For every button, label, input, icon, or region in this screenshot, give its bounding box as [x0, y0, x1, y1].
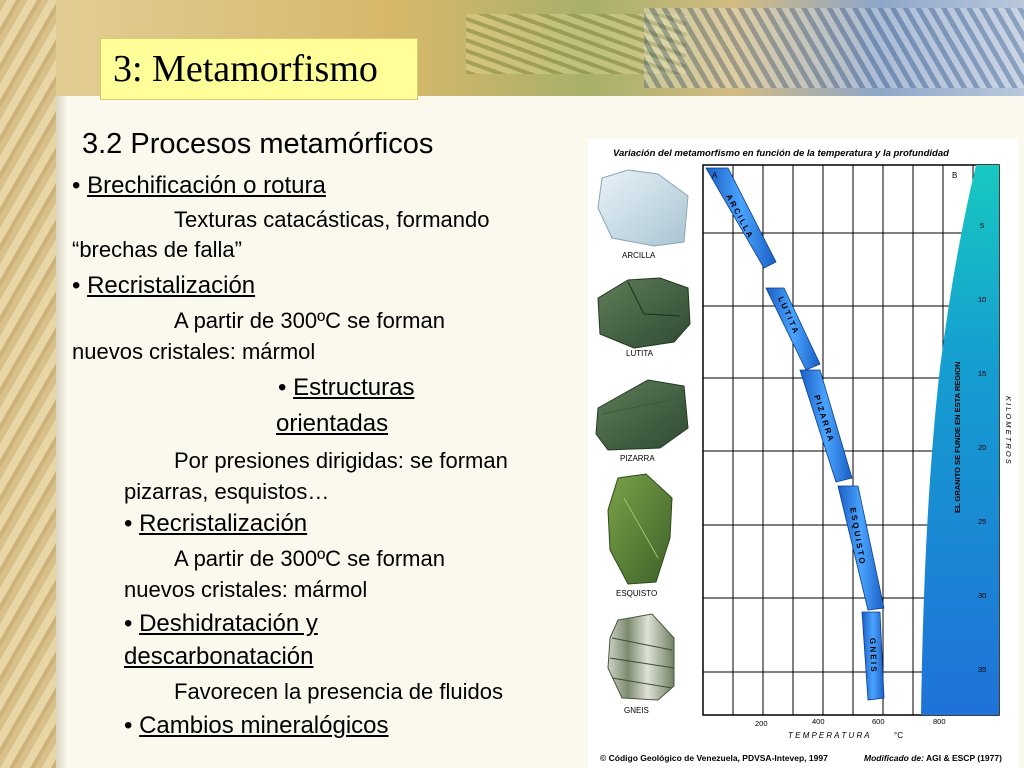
slide-title: 3: Metamorfismo — [113, 48, 378, 90]
rock-label-esquisto: ESQUISTO — [616, 589, 657, 598]
decorative-leaf-art — [466, 14, 686, 74]
depth-tick: 25 — [978, 517, 986, 526]
rock-lutita-image — [597, 277, 691, 349]
corner-label-a: A — [712, 171, 718, 180]
bullet-label: Recristalización — [139, 510, 308, 537]
temp-tick: 200 — [755, 719, 768, 728]
desc-line: Por presiones dirigidas: se forman — [174, 448, 508, 473]
bullet-deshidratacion: • Deshidratación y — [124, 610, 318, 638]
rock-label-lutita: LUTITA — [626, 349, 654, 358]
depth-tick: 35 — [978, 665, 986, 674]
bullet-mark: • — [124, 610, 133, 637]
rock-label-gneis: GNEIS — [624, 706, 649, 715]
depth-axis-label: K I L O M E T R O S — [1004, 396, 1013, 464]
rock-label-pizarra: PIZARRA — [620, 454, 655, 463]
bullet-label-cont: descarbonatación — [124, 643, 314, 670]
decorative-left-strip — [0, 0, 56, 768]
panel-shadow — [56, 96, 68, 768]
credit-source: © Código Geológico de Venezuela, PDVSA-I… — [600, 753, 828, 763]
temp-tick: 400 — [812, 717, 825, 726]
corner-label-b: B — [952, 171, 957, 180]
rock-gneis-image — [607, 613, 675, 701]
temp-tick: 600 — [872, 717, 885, 726]
bullet-recristalizacion: • Recristalización — [72, 272, 255, 300]
temp-unit: °C — [894, 731, 903, 740]
temp-axis-label: T E M P E R A T U R A — [788, 731, 870, 740]
bullet-mark: • — [72, 172, 81, 199]
metamorphic-band — [705, 167, 885, 701]
metamorphism-figure: Variación del metamorfismo en función de… — [588, 138, 1018, 768]
bullet-label: Estructuras — [293, 374, 415, 401]
bullet-mark: • — [124, 712, 133, 739]
depth-tick: 15 — [978, 369, 986, 378]
depth-tick: 30 — [978, 591, 986, 600]
decorative-water-art — [644, 8, 1024, 88]
credit-modified-value: AGI & ESCP (1977) — [926, 753, 1002, 763]
depth-tick: 10 — [978, 295, 986, 304]
slide-title-box: 3: Metamorfismo — [100, 38, 418, 100]
bullet-label: Recristalización — [87, 272, 256, 299]
bullet-estructuras: • Estructuras — [278, 374, 414, 402]
bullet-mark: • — [72, 272, 81, 299]
bullet-cambios: • Cambios mineralógicos — [124, 712, 389, 740]
rock-label-arcilla: ARCILLA — [622, 251, 656, 260]
desc-line: Texturas catacásticas, formando — [174, 207, 490, 232]
desc-line: “brechas de falla” — [72, 237, 242, 262]
bullet-brechificacion: • Brechificación o rotura — [72, 172, 326, 200]
bullet-label: Brechificación o rotura — [87, 172, 326, 199]
desc-line: Favorecen la presencia de fluidos — [174, 679, 503, 704]
desc-line: pizarras, esquistos… — [124, 479, 330, 504]
granite-melting-region — [921, 165, 999, 715]
figure-title: Variación del metamorfismo en función de… — [613, 148, 949, 159]
bullet-label-cont: orientadas — [276, 410, 389, 437]
bullet-mark: • — [124, 510, 133, 537]
rock-arcilla-image — [597, 169, 689, 247]
bullet-mark: • — [278, 374, 287, 401]
metamorphism-diagram: Variación del metamorfismo en función de… — [595, 148, 1013, 763]
bullet-label: Cambios mineralógicos — [139, 712, 389, 739]
decorative-header-band — [56, 0, 1024, 96]
desc-line: A partir de 300ºC se forman — [174, 546, 445, 571]
bullet-label: Deshidratación y — [139, 610, 318, 637]
granite-label: EL GRANITO SE FUNDE EN ESTA REGION — [953, 362, 962, 513]
rock-esquisto-image — [607, 473, 673, 585]
depth-tick: 5 — [980, 221, 984, 230]
depth-tick: 20 — [978, 443, 986, 452]
desc-line: A partir de 300ºC se forman — [174, 308, 445, 333]
desc-line: nuevos cristales: mármol — [72, 339, 316, 364]
section-heading: 3.2 Procesos metamórficos — [82, 128, 434, 160]
rock-pizarra-image — [595, 379, 689, 451]
band-label-gneis: G N E I S — [868, 638, 878, 673]
bullet-recristalizacion-2: • Recristalización — [124, 510, 307, 538]
credit-modified-label: Modificado de: — [864, 753, 924, 763]
desc-line: nuevos cristales: mármol — [124, 577, 368, 602]
temp-tick: 800 — [933, 717, 946, 726]
